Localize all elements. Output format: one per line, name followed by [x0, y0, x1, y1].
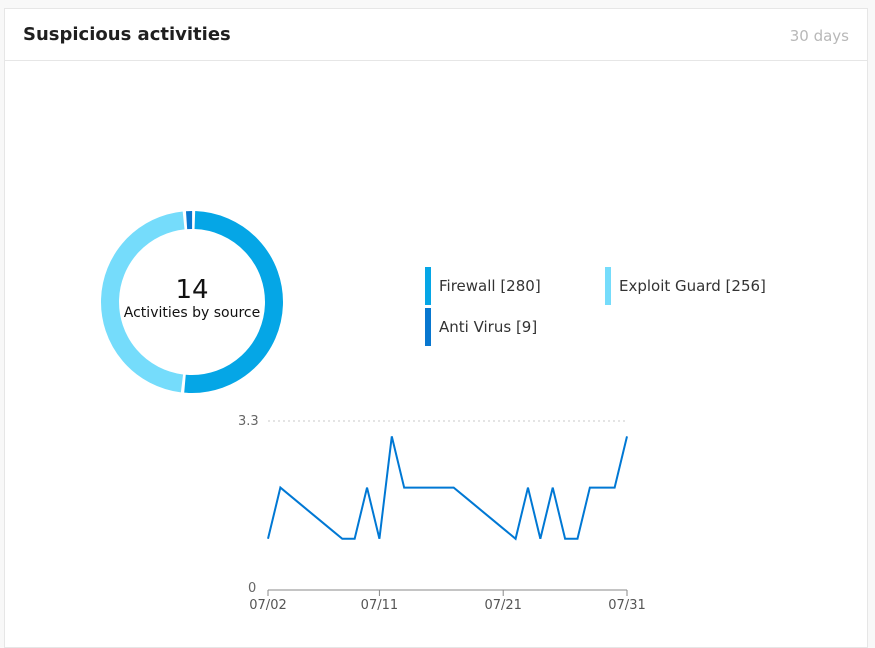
- card-title: Suspicious activities: [23, 24, 231, 45]
- donut-slice-firewall[interactable]: [100, 211, 283, 393]
- legend-item-anti-virus[interactable]: Anti Virus [9]: [425, 308, 537, 346]
- donut-center-label: Activities by source: [123, 305, 261, 321]
- legend-swatch-firewall: [425, 267, 431, 305]
- donut-svg: [100, 211, 283, 393]
- donut-slice-exploit-guard[interactable]: [100, 211, 283, 393]
- legend-swatch-exploit-guard: [605, 267, 611, 305]
- legend-swatch-anti-virus: [425, 308, 431, 346]
- time-range-label: 30 days: [789, 27, 849, 45]
- legend-label-firewall: Firewall [280]: [439, 277, 541, 295]
- legend-item-firewall[interactable]: Firewall [280]: [425, 267, 541, 305]
- legend-label-anti-virus: Anti Virus [9]: [439, 318, 538, 336]
- legend-label-exploit-guard: Exploit Guard [256]: [619, 277, 766, 295]
- card-header: Suspicious activities 30 days: [5, 9, 867, 61]
- activities-donut-chart: 14 Activities by source: [97, 207, 287, 397]
- legend-item-exploit-guard[interactable]: Exploit Guard [256]: [605, 267, 766, 305]
- suspicious-activities-card: Suspicious activities 30 days: [4, 8, 868, 648]
- donut-center-value: 14: [175, 275, 209, 305]
